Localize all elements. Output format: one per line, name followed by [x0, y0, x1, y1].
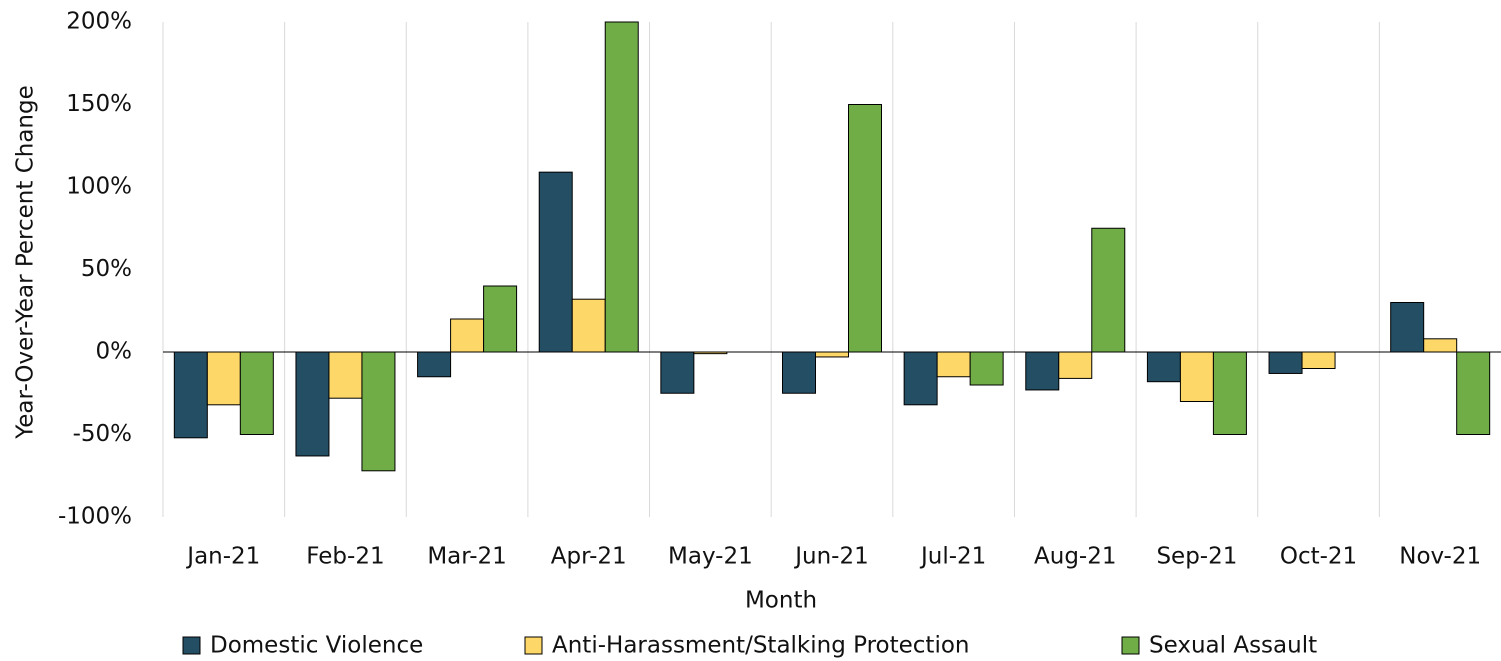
bar	[1268, 351, 1303, 374]
y-tick-label: 150%	[66, 91, 132, 117]
bar	[1091, 227, 1126, 353]
x-axis-label: Month	[745, 588, 817, 614]
x-tick-label: Feb-21	[306, 544, 384, 570]
bar	[848, 104, 882, 353]
y-tick-label: -100%	[58, 504, 132, 530]
legend-label: Anti-Harassment/Stalking Protection	[552, 633, 969, 659]
x-tick-label: Jun-21	[793, 544, 869, 570]
bar	[782, 351, 816, 394]
legend-label: Sexual Assault	[1149, 633, 1317, 659]
bar	[604, 21, 639, 353]
y-tick-label: 50%	[81, 256, 132, 282]
bar	[450, 318, 485, 353]
x-tick-label: Jul-21	[919, 544, 986, 570]
bar	[1390, 302, 1425, 353]
bar	[969, 351, 1004, 386]
x-tick-label: Apr-21	[551, 544, 627, 570]
bar	[571, 298, 606, 353]
x-tick-label: Mar-21	[427, 544, 507, 570]
legend-swatch	[524, 636, 543, 655]
bar	[1212, 351, 1247, 435]
bar	[206, 351, 241, 406]
y-tick-label: 0%	[96, 339, 133, 365]
bar	[295, 351, 330, 457]
bar	[1058, 351, 1093, 379]
bar	[417, 351, 452, 378]
bar	[328, 351, 363, 399]
bar	[936, 351, 971, 378]
x-tick-label: May-21	[668, 544, 753, 570]
legend-swatch	[182, 636, 201, 655]
bar	[1025, 351, 1060, 391]
bar	[361, 351, 396, 472]
y-tick-label: 200%	[66, 9, 132, 35]
x-tick-label: Oct-21	[1280, 544, 1357, 570]
bar	[173, 351, 208, 439]
bar	[660, 351, 695, 394]
bar	[1179, 351, 1214, 402]
bar	[1301, 351, 1336, 369]
bar	[815, 351, 849, 358]
bar	[1423, 338, 1458, 353]
y-tick-label: 100%	[66, 174, 132, 200]
bar	[1146, 351, 1181, 383]
bar	[538, 171, 573, 353]
y-axis-label: Year-Over-Year Percent Change	[13, 85, 39, 440]
x-tick-label: Jan-21	[185, 544, 260, 570]
x-tick-label: Aug-21	[1034, 544, 1116, 570]
bar	[483, 285, 518, 353]
legend-label: Domestic Violence	[210, 633, 423, 659]
y-tick-label: -50%	[73, 421, 132, 447]
bar	[903, 351, 938, 406]
x-tick-label: Nov-21	[1399, 544, 1481, 570]
bar	[239, 351, 274, 435]
legend-swatch	[1121, 636, 1140, 655]
x-tick-label: Sep-21	[1156, 544, 1237, 570]
bar	[1456, 351, 1491, 435]
